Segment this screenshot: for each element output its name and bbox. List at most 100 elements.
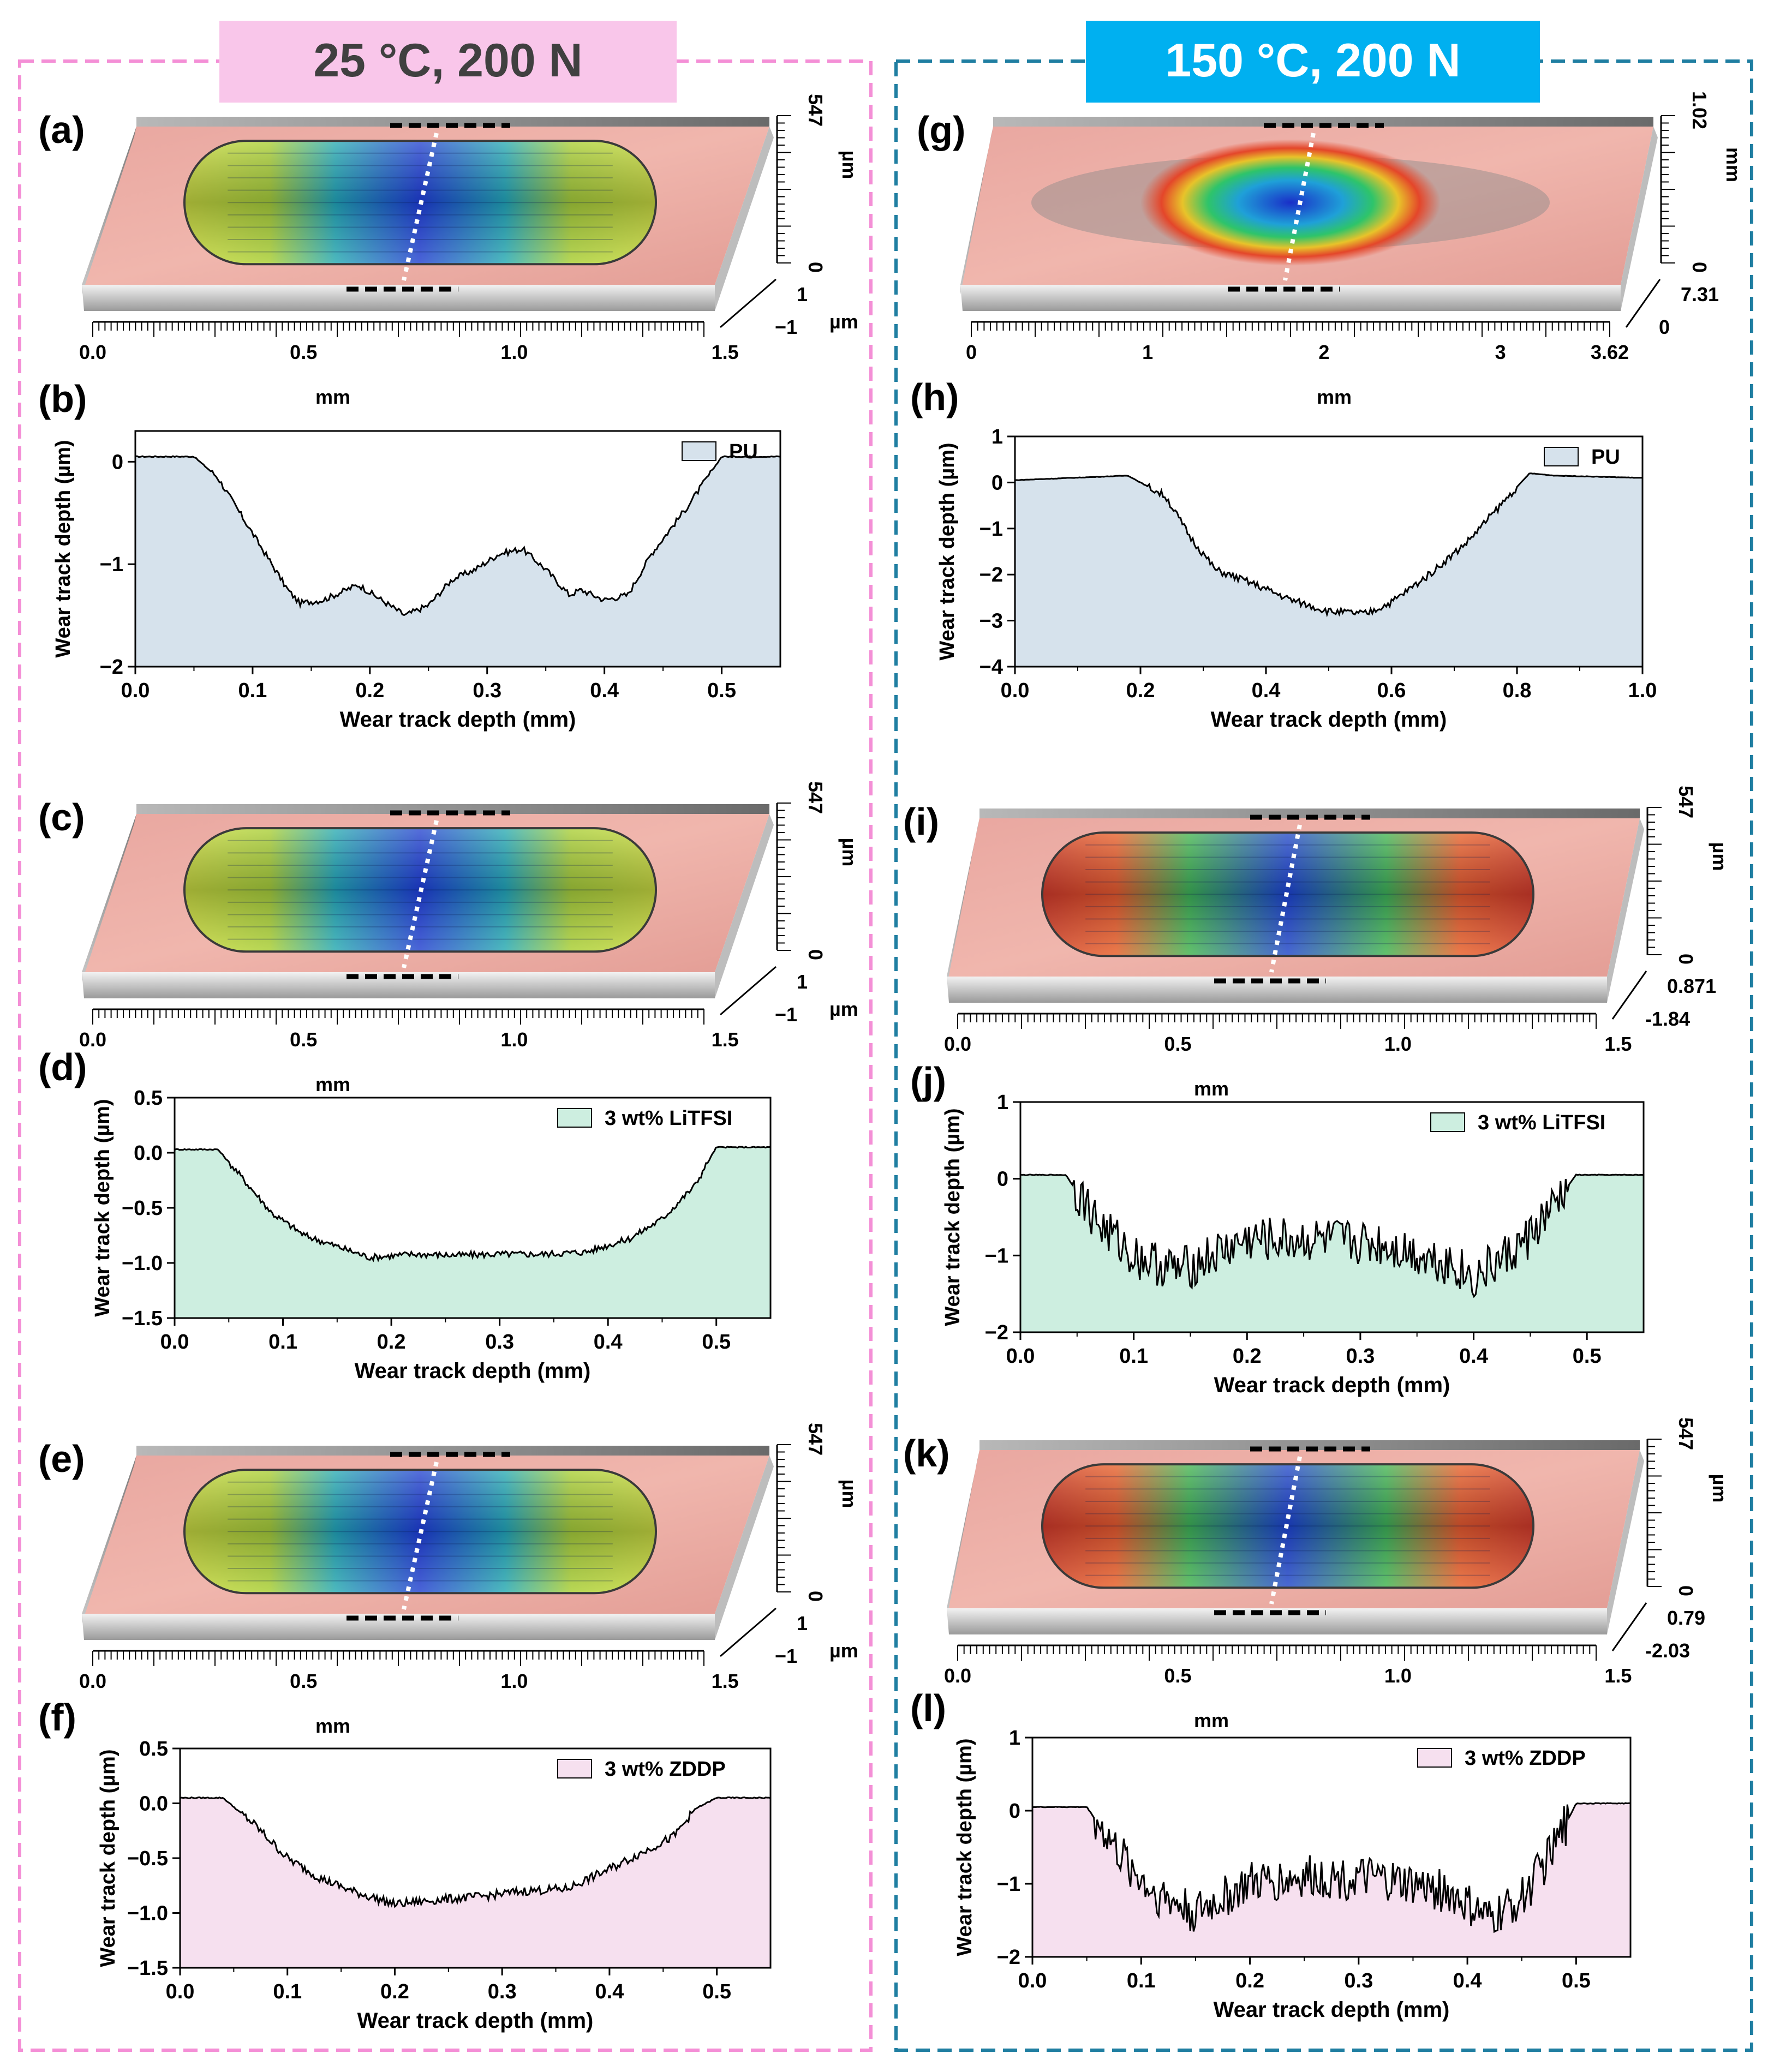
- surface-back-wall: [993, 117, 1653, 127]
- z-zero-label: 0: [804, 949, 827, 960]
- plot-frame: [1031, 1736, 1632, 1958]
- panel-letter: (i): [903, 800, 939, 843]
- y-axis-label: Wear track depth (µm): [52, 440, 75, 657]
- surface-left-side: [82, 814, 136, 982]
- x-ruler-label: 1.0: [500, 1670, 528, 1692]
- panel-letter: (e): [38, 1438, 85, 1480]
- legend-label: 3 wt% LiTFSI: [605, 1107, 732, 1130]
- surface-front-base: [82, 1614, 715, 1640]
- x-tick-label: 1.0: [1628, 679, 1657, 702]
- x-ruler-label: 0.0: [944, 1664, 971, 1687]
- profile-chart-2: 0.0 0.1 0.2 0.3 0.4 0.5 0.5 0.0 −0.5 −1.0 −1.5 Wear…: [38, 1696, 772, 2033]
- x-ruler-label: 0.5: [1164, 1664, 1191, 1687]
- wear-track-edge: [183, 1469, 657, 1595]
- panel-letter: (d): [38, 1046, 87, 1088]
- surface-back-wall: [136, 117, 769, 127]
- surface-right-side: [715, 1456, 774, 1640]
- surface-back-wall: [979, 1440, 1640, 1450]
- z-top-label: 547: [1675, 786, 1697, 818]
- depth-label-b: −1: [775, 1645, 797, 1667]
- x-tick-label: 0.3: [485, 1331, 514, 1354]
- profile-line: [1032, 1802, 1630, 1933]
- left-header-title: 25 °C, 200 N: [313, 34, 582, 87]
- legend-label: PU: [1591, 446, 1620, 469]
- depth-label-b: −1: [775, 1003, 797, 1026]
- legend-swatch: [557, 1759, 592, 1778]
- y-tick-label: −1.0: [127, 1902, 168, 1925]
- surface-panel-2: 0.0 0.5 1.0 1.5 mm 547 µm 0 1−1 µm (e): [38, 1423, 861, 1737]
- y-axis-label: Wear track depth (µm): [97, 1749, 120, 1967]
- x-unit-label: mm: [1317, 386, 1352, 408]
- x-tick-label: 0.5: [1573, 1345, 1602, 1368]
- legend-swatch: [1430, 1112, 1465, 1132]
- profile-line: [135, 455, 781, 616]
- z-top-label: 547: [804, 781, 827, 814]
- surface-right-side: [715, 127, 774, 311]
- x-tick-label: 0.4: [1453, 1969, 1482, 1992]
- y-tick-label: −1.5: [127, 1957, 168, 1980]
- x-tick-label: 0.0: [160, 1331, 189, 1354]
- surface-panel-4: 0.0 0.5 1.0 1.5 mm 547 µm 0 0.871 -1.84 (i): [903, 786, 1731, 1100]
- plot-frame: [134, 430, 781, 668]
- z-unit-label: mm: [1722, 147, 1745, 182]
- depth-label-a: 7.31: [1681, 283, 1719, 306]
- x-unit-label: mm: [1194, 1077, 1229, 1100]
- x-tick-label: 0.1: [268, 1331, 297, 1354]
- x-ruler-label: 3.62: [1591, 341, 1629, 363]
- legend-label: 3 wt% LiTFSI: [1478, 1111, 1605, 1134]
- x-tick-label: 0.2: [1235, 1969, 1264, 1992]
- surface-panel-5: 0.0 0.5 1.0 1.5 mm 547 µm 0 0.79 -2.03 (k): [903, 1417, 1731, 1732]
- depth-ruler: [1611, 1602, 1647, 1651]
- y-tick-label: −4: [979, 656, 1003, 679]
- x-ruler-label: 1.0: [1384, 1033, 1412, 1055]
- y-tick-label: −1: [985, 1244, 1008, 1267]
- y-tick-label: −0.5: [122, 1197, 163, 1220]
- surface-panel-3: 0 1 2 3 3.62 mm 1.02 mm 0 7.31 0 (g): [917, 91, 1745, 408]
- surface-back-wall: [136, 804, 769, 814]
- depth-unit-label: µm: [829, 310, 858, 333]
- x-tick-label: 0.1: [1127, 1969, 1156, 1992]
- surface-back-wall: [136, 1446, 769, 1456]
- surface-back-wall: [979, 809, 1640, 818]
- depth-label-a: 1: [797, 1612, 808, 1634]
- profile-line: [180, 1796, 771, 1908]
- x-ruler-label: 3: [1495, 341, 1506, 363]
- x-tick-label: 0.4: [1459, 1345, 1488, 1368]
- x-ruler-label: 0.0: [79, 1670, 106, 1692]
- z-unit-label: µm: [838, 838, 861, 867]
- depth-label-a: 0.79: [1667, 1607, 1705, 1629]
- z-unit-label: µm: [838, 1480, 861, 1508]
- x-axis-label: Wear track depth (mm): [340, 708, 576, 732]
- profile-chart-0: 0.0 0.1 0.2 0.3 0.4 0.5 0 −1 −2 Wear track depth …: [38, 378, 781, 732]
- x-tick-label: 0.4: [1252, 679, 1281, 702]
- z-top-label: 1.02: [1688, 91, 1711, 129]
- y-tick-label: 1: [997, 1091, 1008, 1114]
- x-ruler-label: 1.0: [500, 341, 528, 363]
- x-tick-label: 0.2: [1126, 679, 1155, 702]
- x-tick-label: 0.2: [355, 679, 384, 702]
- y-axis-label: Wear track depth (µm): [953, 1738, 976, 1956]
- y-tick-label: 0.5: [139, 1738, 168, 1760]
- x-tick-label: 0.3: [1344, 1969, 1373, 1992]
- x-tick-label: 0.8: [1503, 679, 1532, 702]
- x-tick-label: 0.0: [1018, 1969, 1047, 1992]
- z-zero-label: 0: [1675, 1585, 1697, 1596]
- x-ruler-label: 1: [1142, 341, 1153, 363]
- panel-letter: (g): [917, 109, 965, 151]
- panel-letter: (b): [38, 378, 87, 420]
- surface-front-base: [82, 972, 715, 998]
- y-tick-label: 1: [1009, 1727, 1020, 1750]
- depth-label-b: 0: [1659, 316, 1670, 338]
- legend-label: PU: [729, 440, 758, 463]
- y-tick-label: 0.0: [134, 1142, 163, 1165]
- x-ruler-label: 2: [1318, 341, 1329, 363]
- x-tick-label: 0.1: [273, 1980, 302, 2003]
- depth-label-b: −1: [775, 316, 797, 338]
- depth-ruler: [720, 966, 777, 1016]
- legend-swatch: [682, 441, 716, 461]
- depth-label-a: 1: [797, 283, 808, 306]
- z-unit-label: µm: [1709, 1474, 1731, 1503]
- surface-right-side: [715, 814, 774, 998]
- y-tick-label: −1.0: [122, 1252, 163, 1275]
- x-ruler-label: 1.0: [500, 1028, 528, 1051]
